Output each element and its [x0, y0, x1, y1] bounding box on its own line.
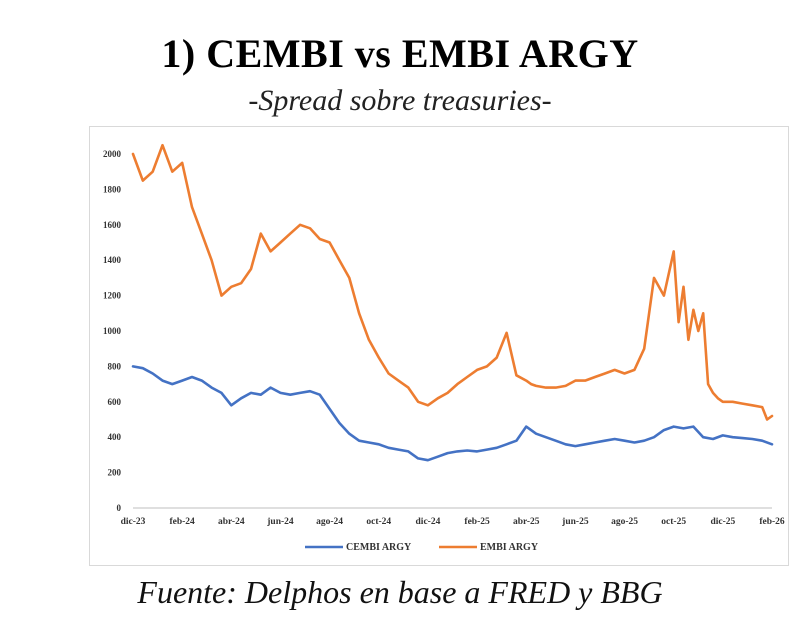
y-tick-label: 1000: [103, 326, 122, 336]
y-tick-label: 800: [108, 361, 122, 371]
source-note: Fuente: Delphos en base a FRED y BBG: [137, 574, 663, 610]
x-tick-label: jun-25: [561, 517, 589, 527]
legend-label: EMBI ARGY: [480, 542, 539, 553]
y-tick-label: 400: [108, 432, 122, 442]
y-tick-label: 1600: [103, 220, 122, 230]
y-tick-label: 200: [108, 468, 122, 478]
x-tick-label: abr-25: [513, 517, 540, 527]
y-tick-label: 2000: [103, 149, 122, 159]
x-tick-label: dic-23: [121, 517, 146, 527]
legend: CEMBI ARGY EMBI ARGY: [305, 542, 539, 553]
x-tick-label: jun-24: [266, 517, 294, 527]
y-tick-label: 1800: [103, 184, 122, 194]
series-line-embi-argy: [131, 143, 774, 421]
x-tick-label: oct-24: [366, 517, 391, 527]
x-tick-label: oct-25: [661, 517, 686, 527]
x-tick-label: ago-24: [316, 517, 343, 527]
x-tick-label: dic-24: [416, 517, 441, 527]
y-tick-label: 0: [117, 503, 122, 513]
x-tick-label: feb-26: [759, 517, 785, 527]
series-line-cembi-argy: [131, 365, 774, 462]
x-axis: dic-23 feb-24 abr-24 jun-24 ago-24 oct-24 dic-…: [121, 507, 785, 527]
x-tick-label: feb-24: [169, 517, 195, 527]
chart-subtitle: -Spread sobre treasuries-: [248, 84, 552, 117]
series-layer: [131, 143, 774, 462]
chart-frame: [89, 126, 789, 566]
y-tick-label: 1200: [103, 291, 122, 301]
x-tick-label: feb-25: [464, 517, 490, 527]
x-tick-label: abr-24: [218, 517, 245, 527]
x-tick-label: ago-25: [611, 517, 638, 527]
chart-title: 1) CEMBI vs EMBI ARGY: [161, 31, 639, 76]
legend-label: CEMBI ARGY: [346, 542, 412, 553]
x-tick-label: dic-25: [710, 517, 735, 527]
y-axis: 0 200 400 600 800 1000 1200 1400 1600 1800 2000: [103, 149, 122, 513]
y-tick-label: 600: [108, 397, 122, 407]
line-chart: 0 200 400 600 800 1000 1200 1400 1600 1800 2000 di…: [103, 143, 785, 553]
y-tick-label: 1400: [103, 255, 122, 265]
